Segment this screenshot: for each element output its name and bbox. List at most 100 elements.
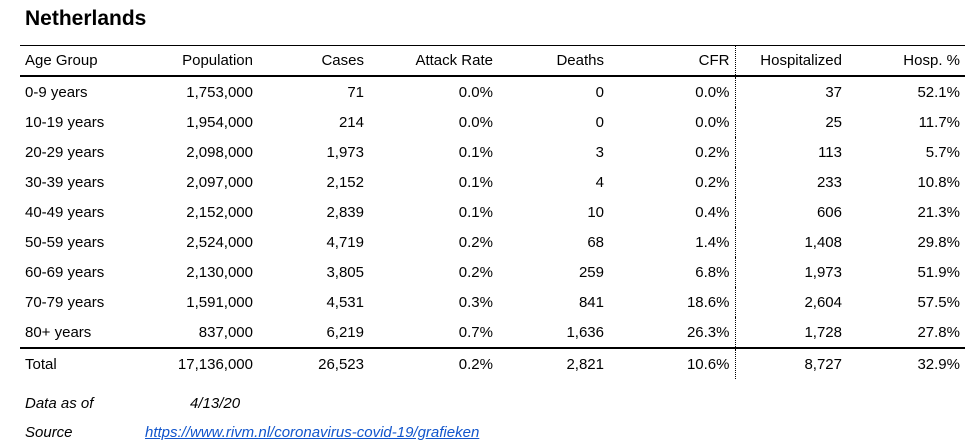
cell-hospitalized: 1,728: [804, 323, 842, 341]
table-row: 80+ years 837,000 6,219 0.7% 1,636 26.3% 1,728…: [20, 317, 965, 348]
cell-cases: 3,805: [326, 263, 364, 281]
cell-hosp-pct: 27.8%: [917, 323, 960, 341]
data-as-of-row: Data as of 4/13/20: [25, 389, 974, 418]
cell-attack-rate: 0.2%: [458, 263, 493, 281]
cell-hosp-pct: 52.1%: [917, 83, 960, 101]
col-header-hospitalized: Hospitalized: [735, 45, 847, 77]
cell-deaths: 68: [587, 233, 604, 251]
cell-attack-rate: 0.0%: [458, 113, 493, 131]
cell-hospitalized: 25: [825, 113, 842, 131]
cell-deaths: 10: [587, 203, 604, 221]
cell-cfr: 0.2%: [609, 167, 736, 197]
cell-hospitalized: 1,408: [804, 233, 842, 251]
col-header-population: Population: [160, 45, 258, 77]
cell-hosp-pct: 10.8%: [917, 173, 960, 191]
cell-age-group: 80+ years: [25, 323, 92, 341]
cell-age-group: 50-59 years: [25, 233, 105, 251]
cell-deaths: 3: [595, 143, 604, 161]
cell-cfr: 26.3%: [609, 317, 736, 348]
cell-deaths: 0: [595, 113, 604, 131]
source-link[interactable]: https://www.rivm.nl/coronavirus-covid-19…: [145, 424, 480, 441]
data-as-of-label: Data as of: [25, 395, 94, 412]
cell-cases: 2,839: [326, 203, 364, 221]
cell-age-group: 30-39 years: [25, 173, 105, 191]
cell-cases: 1,973: [326, 143, 364, 161]
source-label: Source: [25, 424, 73, 441]
footer: Data as of 4/13/20 Source https://www.ri…: [25, 389, 974, 447]
cell-population: 2,097,000: [186, 173, 253, 191]
cell-deaths: 4: [595, 173, 604, 191]
cell-total-attack-rate: 0.2%: [369, 347, 498, 379]
cell-total-label: Total: [20, 347, 160, 379]
cell-age-group: 10-19 years: [25, 113, 105, 131]
cell-population: 837,000: [198, 323, 253, 341]
cell-attack-rate: 0.7%: [458, 323, 493, 341]
table-body: 0-9 years 1,753,000 71 0.0% 0 0.0% 37 52.1% 10-1…: [20, 76, 965, 348]
cell-cfr: 18.6%: [609, 287, 736, 317]
cell-hosp-pct: 5.7%: [925, 143, 960, 161]
table-row: 20-29 years 2,098,000 1,973 0.1% 3 0.2% 113 5.7…: [20, 137, 965, 167]
cell-age-group: 20-29 years: [25, 143, 105, 161]
col-header-deaths: Deaths: [498, 45, 609, 77]
cell-cfr: 0.0%: [609, 76, 736, 107]
cell-hospitalized: 37: [825, 83, 842, 101]
source-row: Source https://www.rivm.nl/coronavirus-c…: [25, 418, 974, 447]
cell-total-population: 17,136,000: [160, 347, 258, 379]
cell-cfr: 0.0%: [609, 107, 736, 137]
cell-total-cfr: 10.6%: [609, 347, 736, 379]
cell-population: 1,954,000: [186, 113, 253, 131]
header-row: Age Group Population Cases Attack Rate D…: [20, 45, 965, 77]
cell-total-hospitalized: 8,727: [735, 347, 847, 379]
page-title: Netherlands: [25, 7, 147, 30]
cell-deaths: 1,636: [566, 323, 604, 341]
cell-hosp-pct: 21.3%: [917, 203, 960, 221]
cell-deaths: 0: [595, 83, 604, 101]
data-as-of-value: 4/13/20: [190, 395, 241, 412]
total-row: Total 17,136,000 26,523 0.2% 2,821 10.6%…: [20, 347, 965, 379]
cell-deaths: 259: [578, 263, 604, 281]
table-row: 70-79 years 1,591,000 4,531 0.3% 841 18.6% 2,6…: [20, 287, 965, 317]
cell-age-group: 40-49 years: [25, 203, 105, 221]
cell-attack-rate: 0.2%: [458, 233, 493, 251]
cell-cases: 4,531: [326, 293, 364, 311]
cell-age-group: 0-9 years: [25, 83, 88, 101]
table-row: 10-19 years 1,954,000 214 0.0% 0 0.0% 25 11.7%: [20, 107, 965, 137]
cell-hospitalized: 606: [816, 203, 842, 221]
cell-age-group: 70-79 years: [25, 293, 105, 311]
cell-cases: 214: [338, 113, 364, 131]
cell-population: 2,098,000: [186, 143, 253, 161]
cell-population: 2,152,000: [186, 203, 253, 221]
data-table: Age Group Population Cases Attack Rate D…: [20, 45, 965, 379]
cell-total-deaths: 2,821: [498, 347, 609, 379]
cell-attack-rate: 0.1%: [458, 143, 493, 161]
cell-cases: 4,719: [326, 233, 364, 251]
cell-population: 1,591,000: [186, 293, 253, 311]
cell-cases: 71: [347, 83, 364, 101]
cell-cfr: 1.4%: [609, 227, 736, 257]
cell-attack-rate: 0.3%: [458, 293, 493, 311]
cell-population: 2,130,000: [186, 263, 253, 281]
cell-cases: 2,152: [326, 173, 364, 191]
cell-population: 1,753,000: [186, 83, 253, 101]
col-header-age-group: Age Group: [20, 45, 160, 77]
cell-total-hosp-pct: 32.9%: [847, 347, 965, 379]
table-row: 50-59 years 2,524,000 4,719 0.2% 68 1.4% 1,408…: [20, 227, 965, 257]
cell-population: 2,524,000: [186, 233, 253, 251]
cell-cfr: 0.2%: [609, 137, 736, 167]
cell-hospitalized: 113: [818, 143, 842, 161]
cell-total-cases: 26,523: [258, 347, 369, 379]
cell-cfr: 6.8%: [609, 257, 736, 287]
cell-hospitalized: 233: [816, 173, 842, 191]
cell-cfr: 0.4%: [609, 197, 736, 227]
table-row: 40-49 years 2,152,000 2,839 0.1% 10 0.4% 606 21…: [20, 197, 965, 227]
cell-deaths: 841: [578, 293, 604, 311]
col-header-cases: Cases: [258, 45, 369, 77]
cell-attack-rate: 0.0%: [458, 83, 493, 101]
cell-attack-rate: 0.1%: [458, 203, 493, 221]
col-header-cfr: CFR: [609, 45, 736, 77]
cell-hosp-pct: 57.5%: [917, 293, 960, 311]
cell-hosp-pct: 51.9%: [917, 263, 960, 281]
table-row: 60-69 years 2,130,000 3,805 0.2% 259 6.8% 1,97…: [20, 257, 965, 287]
table-row: 30-39 years 2,097,000 2,152 0.1% 4 0.2% 233 10.…: [20, 167, 965, 197]
